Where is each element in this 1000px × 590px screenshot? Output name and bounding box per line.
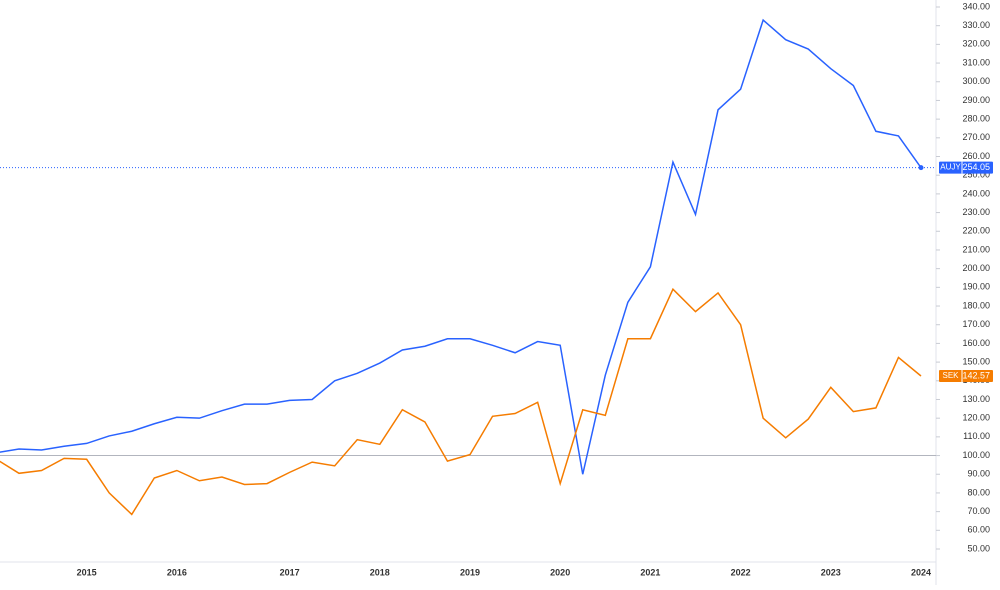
x-tick-label: 2020 (550, 567, 570, 577)
y-tick-label: 130.00 (962, 394, 990, 404)
plot-area (0, 18, 936, 516)
y-tick-label: 260.00 (962, 151, 990, 161)
price-tag (939, 161, 993, 174)
x-tick-label: 2021 (640, 567, 660, 577)
y-tick-label: 160.00 (962, 338, 990, 348)
y-tick-label: 330.00 (962, 20, 990, 30)
y-tick-label: 300.00 (962, 76, 990, 86)
series-name: SEK (942, 371, 959, 380)
y-tick-label: 170.00 (962, 319, 990, 329)
y-tick-label: 90.00 (967, 469, 990, 479)
y-tick-label: 340.00 (962, 1, 990, 11)
x-tick-label: 2024 (911, 567, 931, 577)
y-tick-label: 190.00 (962, 282, 990, 292)
x-tick-label: 2017 (280, 567, 300, 577)
x-tick-label: 2018 (370, 567, 390, 577)
last-value-label: 254.05 (962, 162, 990, 172)
y-tick-label: 50.00 (967, 543, 990, 553)
x-tick-label: 2016 (167, 567, 187, 577)
series-name: AUJY (940, 163, 961, 172)
y-tick-label: 80.00 (967, 487, 990, 497)
y-tick-label: 280.00 (962, 114, 990, 124)
y-tick-label: 310.00 (962, 57, 990, 67)
y-tick-label: 120.00 (962, 413, 990, 423)
y-tick-label: 60.00 (967, 525, 990, 535)
y-tick-label: 240.00 (962, 188, 990, 198)
series-line (0, 287, 922, 516)
y-tick-label: 270.00 (962, 132, 990, 142)
x-tick-label: 2022 (731, 567, 751, 577)
y-tick-label: 320.00 (962, 39, 990, 49)
last-point (918, 165, 924, 171)
y-tick-label: 180.00 (962, 300, 990, 310)
y-tick-label: 110.00 (963, 431, 990, 441)
price-tag (939, 369, 993, 382)
y-tick-label: 70.00 (967, 506, 990, 516)
y-tick-label: 290.00 (962, 95, 990, 105)
y-tick-label: 220.00 (962, 226, 990, 236)
last-value-label: 142.57 (962, 370, 990, 380)
y-tick-label: 250.00 (962, 170, 990, 180)
y-tick-label: 150.00 (962, 356, 990, 366)
y-tick-label: 210.00 (962, 244, 990, 254)
y-tick-label: 230.00 (962, 207, 990, 217)
y-tick-label: 200.00 (962, 263, 990, 273)
x-tick-label: 2019 (460, 567, 480, 577)
series-line (0, 18, 922, 475)
y-tick-label: 100.00 (962, 450, 990, 460)
x-tick-label: 2023 (821, 567, 841, 577)
x-tick-label: 2015 (77, 567, 97, 577)
